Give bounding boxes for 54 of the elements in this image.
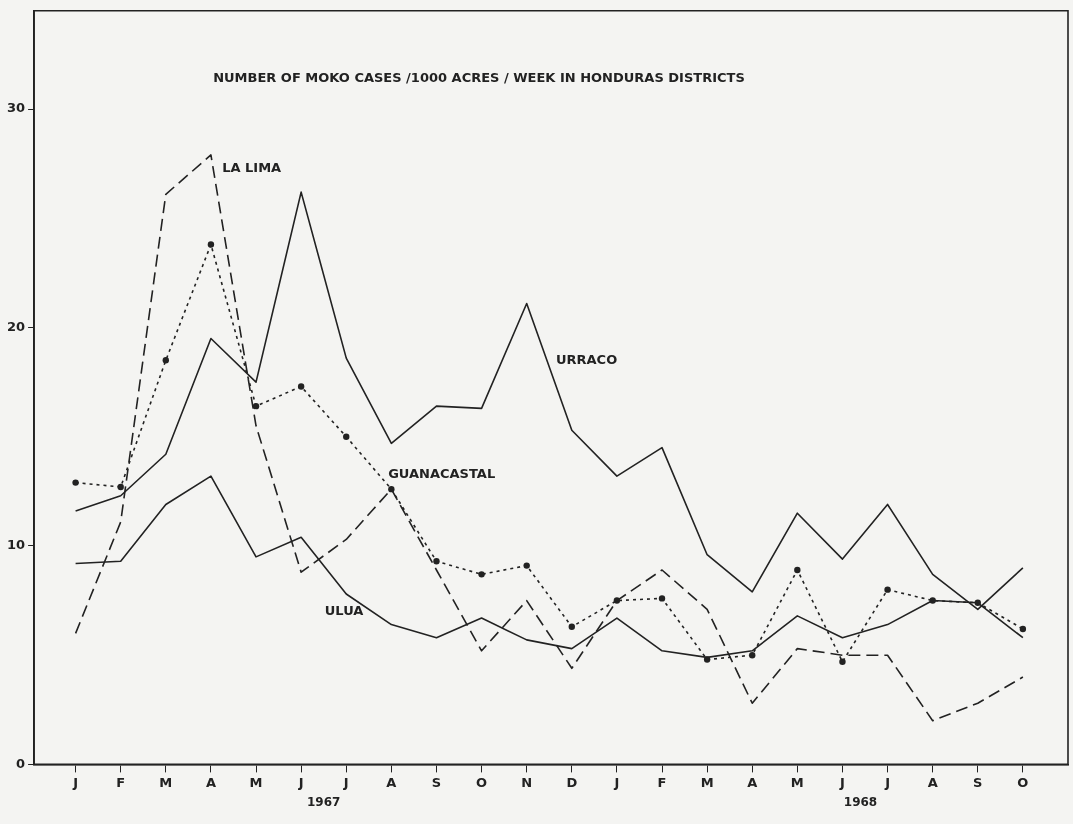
point (207, 241, 215, 248)
x-tick-label: J (839, 774, 845, 790)
y-tick-label: 30 (7, 100, 26, 116)
x-tick-label: S (431, 774, 442, 790)
point (523, 562, 530, 569)
x-tick-label: N (521, 774, 533, 790)
x-tick-label: M (159, 774, 173, 790)
x-tick-label: J (72, 774, 79, 790)
y-tick-label: 0 (16, 755, 26, 771)
x-tick-label: O (476, 774, 488, 790)
point (749, 651, 756, 659)
point (794, 566, 801, 574)
line-series (74, 154, 1024, 722)
text: NUMBER OF MOKO CASES /1000 ACRES / WEEK IN HONDURAS DISTRICTS (213, 70, 745, 86)
point (658, 595, 666, 602)
x-tick-label: A (205, 774, 216, 790)
point (703, 656, 711, 663)
point (117, 483, 124, 491)
point (72, 479, 79, 486)
point (478, 571, 485, 578)
point (568, 623, 575, 630)
x-tick-label: F (116, 774, 126, 790)
text: 1968 (843, 794, 878, 809)
point (297, 383, 305, 390)
x-tick-label: F (657, 774, 667, 790)
point (884, 586, 891, 593)
x-tick-label: J (613, 774, 620, 790)
point (839, 658, 846, 665)
series-label: GUANACASTAL (388, 466, 496, 482)
series-label: LA LIMA (222, 159, 282, 175)
point (1019, 625, 1027, 633)
point (252, 402, 260, 410)
x-tick-label: M (249, 774, 263, 790)
point (974, 599, 981, 606)
x-tick-label: J (297, 774, 304, 790)
series-label: ULUA (324, 603, 364, 619)
x-tick-label: O (1017, 774, 1029, 790)
y-tick-label: 20 (7, 318, 26, 334)
x-tick-label: M (700, 774, 714, 790)
point (433, 558, 440, 565)
x-tick-label: J (884, 774, 890, 790)
point (343, 433, 350, 440)
x-tick-label: A (747, 774, 758, 790)
text: 1967 (306, 794, 341, 809)
point (929, 597, 936, 604)
series-label: URRACO (555, 351, 618, 367)
x-tick-label: A (386, 774, 397, 790)
x-tick-label: J (342, 774, 349, 790)
y-tick-label: 10 (7, 537, 26, 553)
x-tick-label: D (566, 774, 578, 790)
x-tick-label: S (973, 774, 983, 790)
point (162, 357, 170, 364)
x-tick-label: M (790, 774, 804, 790)
x-tick-label: A (927, 774, 938, 790)
